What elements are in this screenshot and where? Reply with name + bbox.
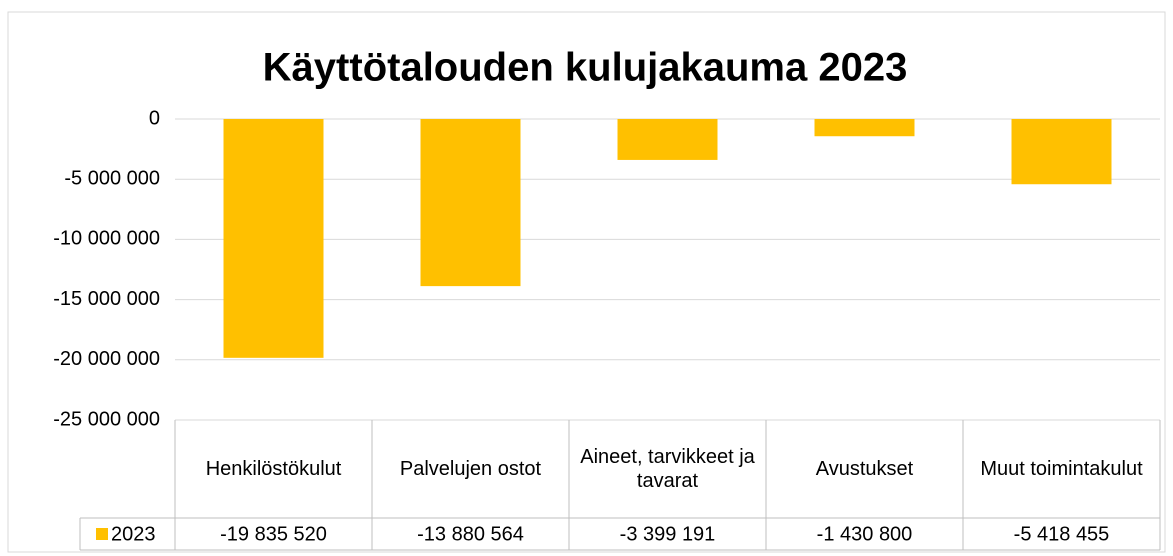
chart-title: Käyttötalouden kulujakauma 2023 — [263, 46, 908, 90]
y-tick-label: -10 000 000 — [53, 228, 160, 250]
x-tick-label: Muut toimintakulut — [980, 458, 1143, 480]
y-tick-label: -20 000 000 — [53, 348, 160, 370]
bar — [617, 119, 718, 160]
data-label: -1 430 800 — [817, 523, 913, 545]
y-tick-label: -15 000 000 — [53, 288, 160, 310]
x-tick-label: Avustukset — [815, 458, 914, 480]
legend-label: 2023 — [111, 523, 156, 545]
bar — [814, 119, 915, 137]
bar — [1011, 119, 1112, 185]
y-tick-label: 0 — [149, 107, 160, 129]
data-label: -13 880 564 — [417, 523, 524, 545]
data-label: -5 418 455 — [1014, 523, 1110, 545]
y-tick-label: -25 000 000 — [53, 408, 160, 430]
x-tick-label: Henkilöstökulut — [205, 458, 342, 480]
x-tick-label: Aineet, tarvikkeet ja tavarat — [580, 446, 755, 492]
data-label: -19 835 520 — [220, 523, 327, 545]
x-tick-label: Palvelujen ostot — [399, 458, 542, 480]
legend-swatch — [96, 528, 108, 540]
bar — [420, 119, 521, 287]
y-tick-label: -5 000 000 — [64, 167, 160, 189]
bar — [223, 119, 324, 358]
chart-border — [7, 11, 1166, 553]
data-label: -3 399 191 — [620, 523, 716, 545]
